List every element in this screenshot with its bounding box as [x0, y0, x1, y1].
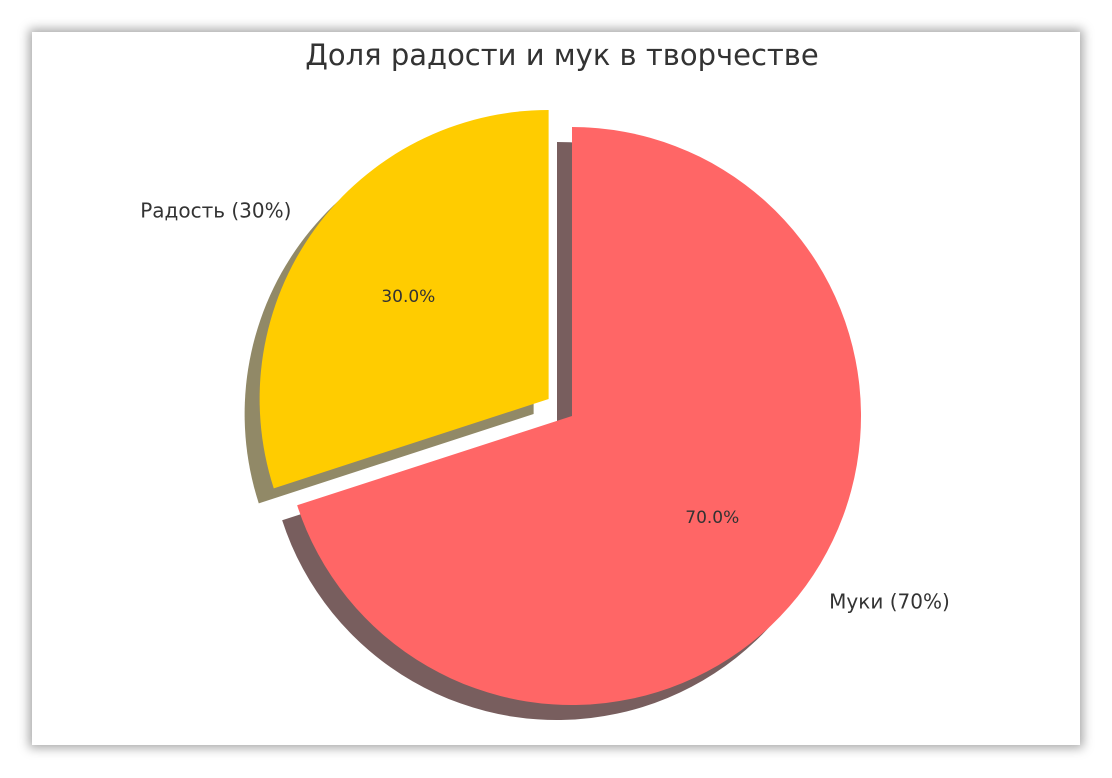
slice-label: Радость (30%): [140, 199, 291, 223]
pie-slice: [297, 127, 861, 705]
pie-slice: [259, 110, 549, 489]
chart-title: Доля радости и мук в творчестве: [305, 38, 819, 72]
value-label: 70.0%: [685, 508, 739, 528]
value-label: 30.0%: [381, 287, 435, 307]
slice-label: Муки (70%): [829, 589, 950, 613]
